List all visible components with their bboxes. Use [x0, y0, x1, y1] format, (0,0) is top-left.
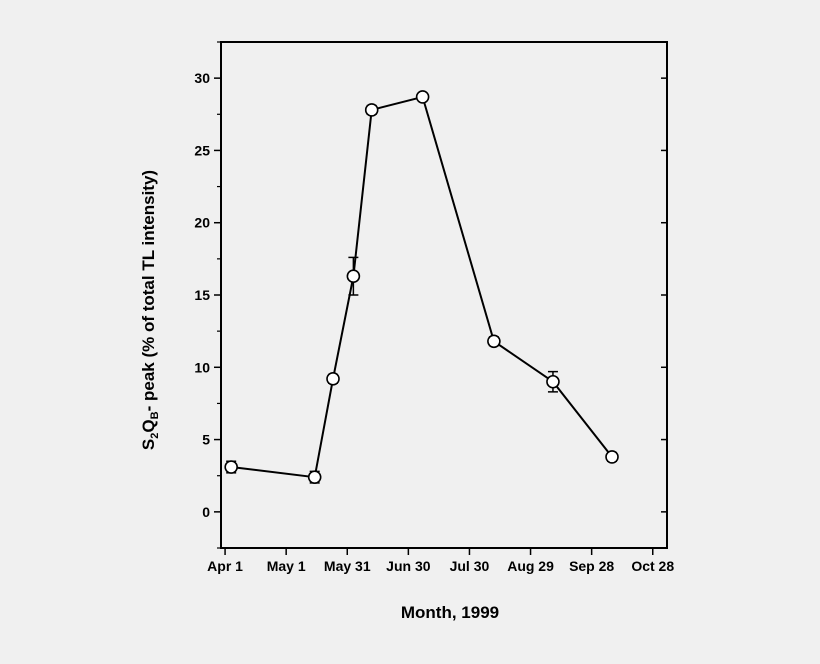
data-point: [307, 470, 322, 484]
data-point: [364, 103, 379, 117]
y-tick-label: 10: [194, 359, 210, 375]
x-tick-label: Jun 30: [386, 558, 431, 574]
y-tick-label: 20: [194, 215, 210, 231]
data-point: [326, 372, 340, 386]
x-tick-label: Sep 28: [569, 558, 614, 574]
plot-frame: [220, 41, 668, 549]
y-tick-label: 15: [194, 287, 210, 303]
data-series: [224, 90, 619, 484]
y-tick-label: 0: [202, 504, 210, 520]
x-tick-label: Jul 30: [450, 558, 490, 574]
x-axis: Apr 1 May 1 May 31 Jun 30 Jul 30 Aug 29 Sep 28…: [207, 548, 674, 574]
y-axis-title-q: Q: [139, 419, 158, 432]
data-point: [487, 334, 501, 349]
y-axis-title-s: S: [139, 439, 158, 450]
y-axis-title-sub-b: B: [149, 411, 161, 419]
y-tick-label: 5: [202, 432, 210, 448]
y-axis: 0 5 10 15 20 25 30: [194, 41, 667, 549]
data-point: [224, 460, 238, 474]
x-tick-label: Apr 1: [207, 558, 243, 574]
y-axis-title-sub-2: 2: [149, 433, 161, 439]
x-tick-label: May 31: [324, 558, 371, 574]
data-point: [415, 90, 430, 104]
y-tick-label: 30: [194, 70, 210, 86]
x-tick-label: Oct 28: [631, 558, 674, 574]
data-point: [346, 269, 361, 284]
data-point: [546, 374, 560, 389]
data-point: [605, 450, 619, 464]
plot-area-border: [220, 41, 668, 549]
x-tick-label: Aug 29: [507, 558, 554, 574]
x-axis-title: Month, 1999: [401, 603, 499, 622]
x-tick-label: May 1: [267, 558, 306, 574]
y-axis-title-rest: - peak (% of total TL intensity): [139, 170, 158, 411]
y-tick-label: 25: [194, 142, 210, 158]
series-line: [231, 95, 613, 479]
y-axis-title: S2QB- peak (% of total TL intensity): [139, 170, 161, 450]
